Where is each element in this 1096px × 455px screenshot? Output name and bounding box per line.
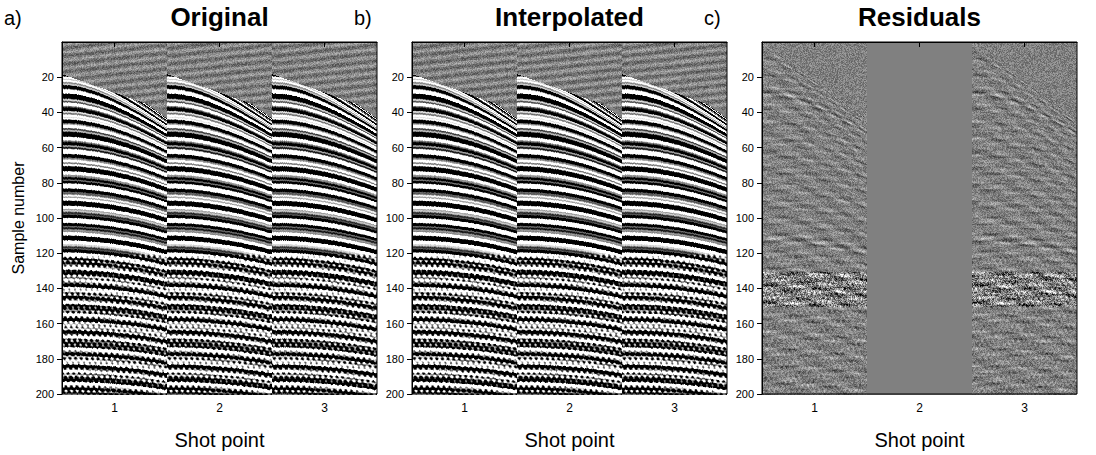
svg-text:2: 2 [216,401,223,415]
svg-text:160: 160 [736,318,754,330]
svg-text:Shot point: Shot point [874,429,965,451]
svg-text:Sample number: Sample number [10,161,27,275]
svg-text:1: 1 [811,401,818,415]
svg-text:a): a) [4,7,22,29]
svg-text:60: 60 [392,142,404,154]
svg-text:100: 100 [36,212,54,224]
svg-text:1: 1 [111,401,118,415]
svg-text:20: 20 [392,71,404,83]
svg-text:3: 3 [321,401,328,415]
svg-text:80: 80 [392,177,404,189]
svg-text:100: 100 [386,212,404,224]
svg-text:Interpolated: Interpolated [495,2,644,32]
svg-text:2: 2 [916,401,923,415]
svg-text:20: 20 [42,71,54,83]
svg-text:120: 120 [736,247,754,259]
svg-text:140: 140 [736,282,754,294]
svg-text:120: 120 [386,247,404,259]
svg-text:80: 80 [42,177,54,189]
svg-text:c): c) [704,7,721,29]
svg-text:2: 2 [566,401,573,415]
svg-text:140: 140 [386,282,404,294]
svg-text:160: 160 [36,318,54,330]
svg-text:3: 3 [1021,401,1028,415]
svg-text:40: 40 [392,106,404,118]
svg-text:20: 20 [742,71,754,83]
svg-text:Shot point: Shot point [524,429,615,451]
svg-text:80: 80 [742,177,754,189]
svg-text:160: 160 [386,318,404,330]
svg-text:Original: Original [170,2,268,32]
svg-text:180: 180 [36,353,54,365]
svg-text:1: 1 [461,401,468,415]
svg-text:3: 3 [671,401,678,415]
svg-text:200: 200 [386,388,404,400]
svg-text:40: 40 [42,106,54,118]
svg-text:Residuals: Residuals [858,2,981,32]
svg-text:200: 200 [736,388,754,400]
svg-text:Shot point: Shot point [174,429,265,451]
svg-text:b): b) [354,7,372,29]
svg-text:40: 40 [742,106,754,118]
svg-text:180: 180 [386,353,404,365]
svg-text:60: 60 [742,142,754,154]
svg-text:100: 100 [736,212,754,224]
svg-text:180: 180 [736,353,754,365]
svg-text:200: 200 [36,388,54,400]
svg-text:120: 120 [36,247,54,259]
svg-text:140: 140 [36,282,54,294]
svg-text:60: 60 [42,142,54,154]
